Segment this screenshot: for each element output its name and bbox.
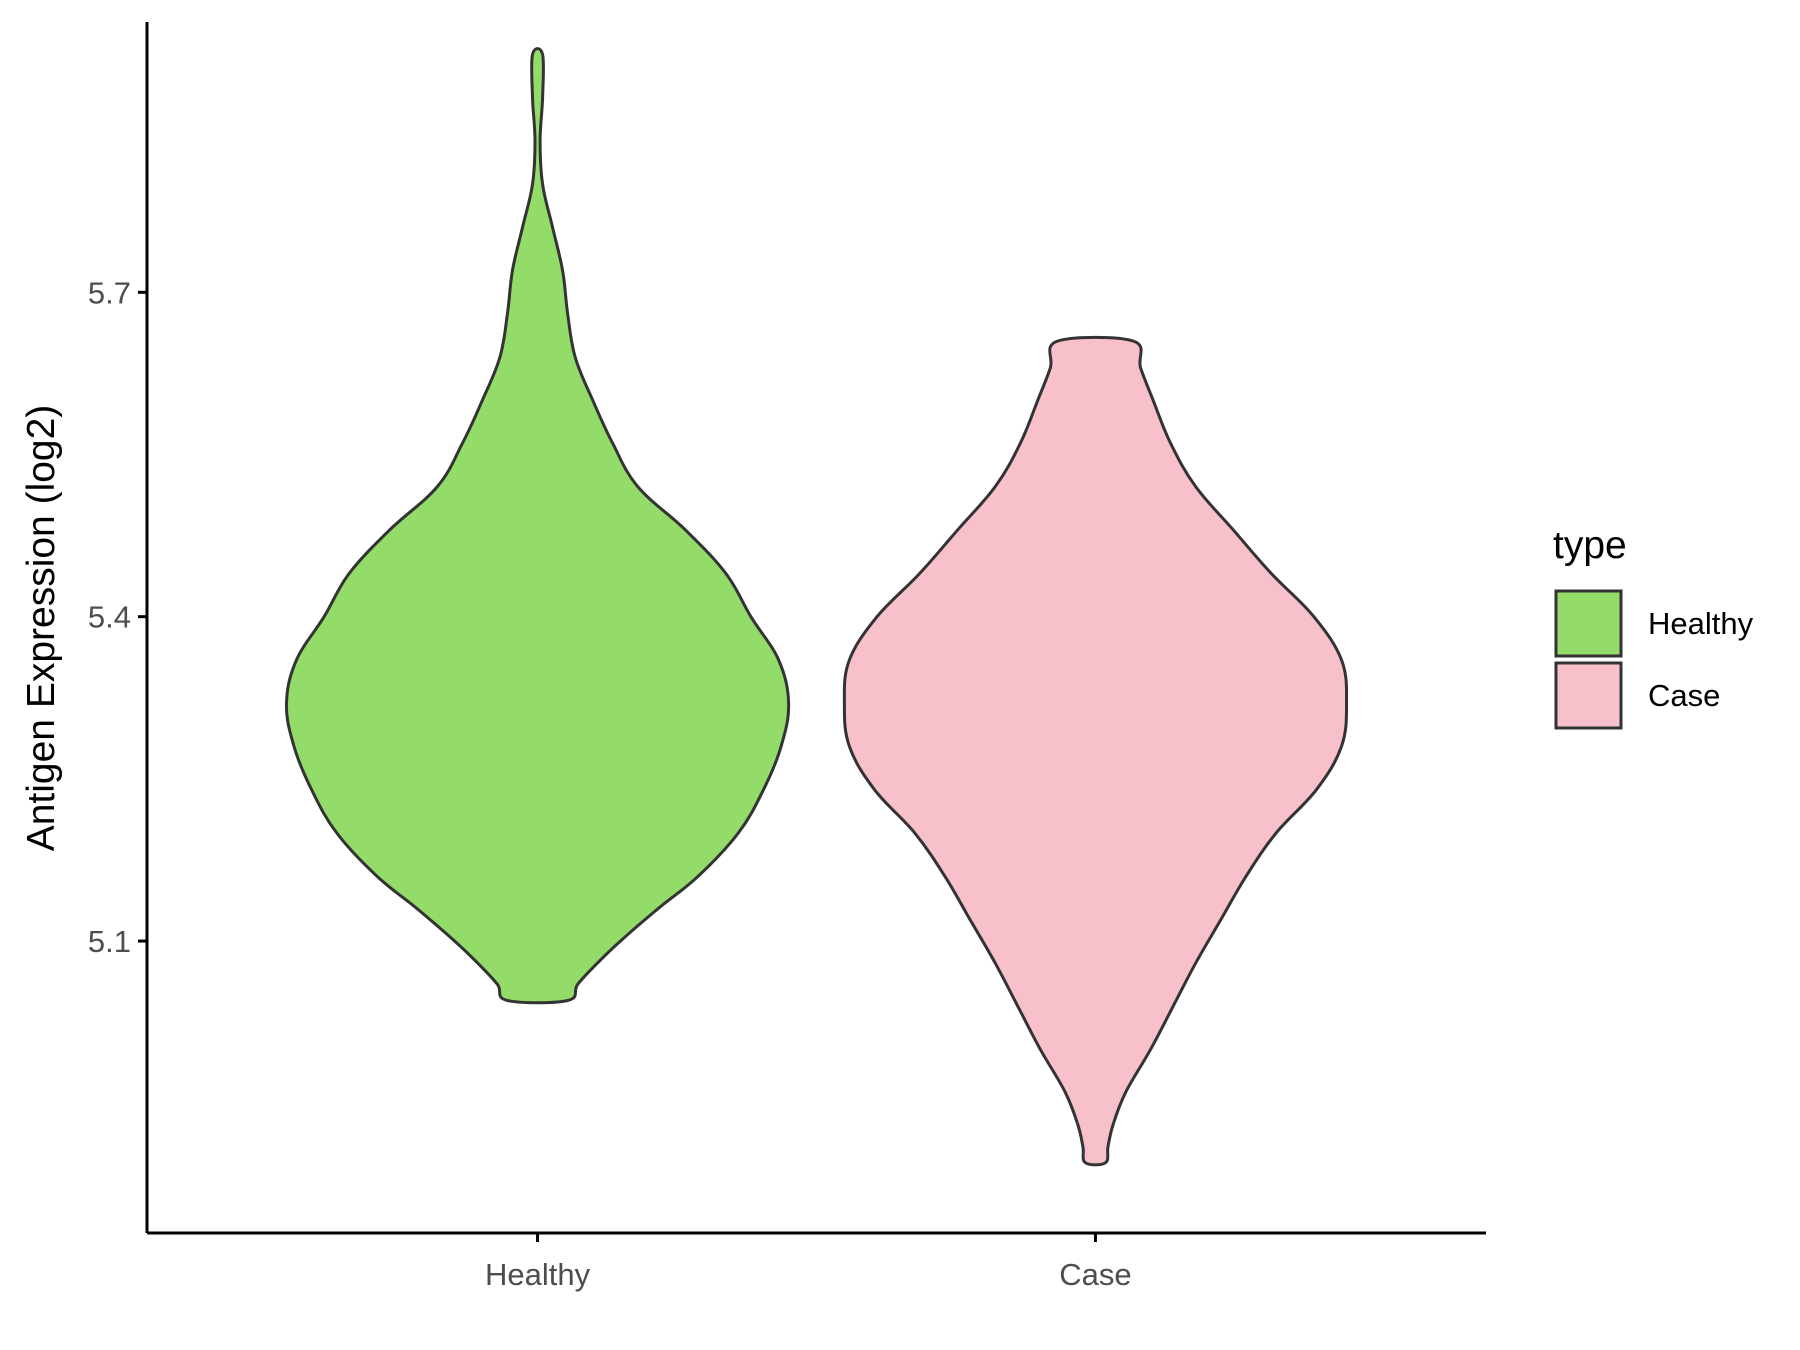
legend: type Healthy Case: [1553, 524, 1754, 730]
violin-case: [842, 335, 1349, 1167]
legend-title: type: [1553, 524, 1627, 567]
legend-label-healthy: Healthy: [1648, 606, 1754, 641]
legend-swatch-healthy: [1554, 589, 1623, 658]
x-tick-label-healthy: Healthy: [485, 1257, 591, 1292]
violins-layer: [284, 47, 1349, 1167]
axes-layer: [145, 22, 1486, 1235]
y-tick-label: 5.7: [88, 275, 131, 310]
x-ticks: Healthy Case: [485, 1233, 1132, 1292]
legend-swatch-case: [1554, 661, 1623, 730]
x-tick-label-case: Case: [1059, 1257, 1131, 1292]
y-ticks: 5.1 5.4 5.7: [88, 275, 147, 959]
y-tick-label: 5.1: [88, 924, 131, 959]
violin-healthy: [284, 47, 791, 1005]
y-tick-label: 5.4: [88, 600, 131, 635]
y-axis-title: Antigen Expression (log2): [20, 405, 63, 852]
legend-label-case: Case: [1648, 678, 1720, 713]
